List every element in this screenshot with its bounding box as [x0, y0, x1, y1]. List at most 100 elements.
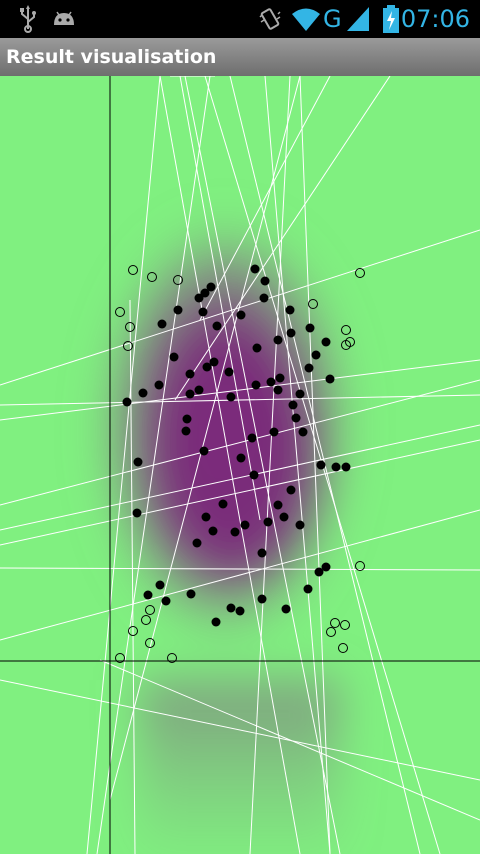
status-bar: G 07:06 — [0, 0, 480, 38]
filled-point — [285, 305, 295, 315]
filled-point — [169, 352, 179, 362]
battery-charging-icon — [383, 5, 399, 33]
filled-point — [157, 319, 167, 329]
filled-point — [235, 606, 245, 616]
separator-line — [0, 509, 480, 641]
filled-point — [230, 527, 240, 537]
filled-point — [273, 385, 283, 395]
filled-point — [224, 367, 234, 377]
filled-point — [311, 350, 321, 360]
hollow-point — [338, 643, 348, 653]
decision-tail — [140, 680, 340, 854]
hollow-point — [123, 341, 133, 351]
result-plot[interactable] — [0, 76, 480, 854]
separator-line — [0, 394, 480, 406]
hollow-point — [128, 265, 138, 275]
filled-point — [206, 282, 216, 292]
separator-line — [99, 659, 480, 821]
android-icon — [54, 11, 74, 25]
title-bar: Result visualisation — [0, 38, 480, 76]
filled-point — [298, 427, 308, 437]
filled-point — [341, 462, 351, 472]
separator-line — [264, 76, 331, 854]
filled-point — [201, 512, 211, 522]
filled-point — [295, 520, 305, 530]
filled-point — [250, 264, 260, 274]
separator-line — [0, 679, 480, 781]
separator-line — [199, 76, 331, 321]
filled-point — [263, 517, 273, 527]
separator-line — [0, 359, 480, 421]
filled-point — [194, 293, 204, 303]
separator-line — [174, 76, 391, 401]
filled-point — [208, 526, 218, 536]
filled-point — [200, 288, 210, 298]
separator-line — [0, 229, 480, 386]
filled-point — [286, 328, 296, 338]
filled-point — [185, 389, 195, 399]
filled-point — [260, 276, 270, 286]
separator-line — [159, 76, 301, 854]
filled-point — [321, 337, 331, 347]
hollow-point — [341, 340, 351, 350]
filled-point — [321, 562, 331, 572]
hollow-point — [173, 275, 183, 285]
filled-point — [173, 305, 183, 315]
separator-line — [0, 424, 480, 531]
filled-point — [273, 335, 283, 345]
filled-point — [281, 604, 291, 614]
separator-lines — [0, 76, 480, 854]
filled-point — [279, 512, 289, 522]
filled-point — [226, 603, 236, 613]
hollow-point — [125, 322, 135, 332]
separator-line — [96, 76, 211, 854]
filled-point — [273, 500, 283, 510]
usb-icon — [20, 5, 36, 33]
clock: 07:06 — [400, 5, 470, 33]
filled-point — [132, 508, 142, 518]
separator-line — [129, 299, 136, 854]
page-title: Result visualisation — [6, 46, 217, 68]
filled-point — [257, 548, 267, 558]
hollow-point — [341, 325, 351, 335]
hollow-point — [115, 307, 125, 317]
separator-line — [184, 76, 341, 854]
separator-line — [249, 76, 291, 854]
separator-line — [0, 379, 480, 506]
filled-point — [202, 362, 212, 372]
filled-point — [286, 485, 296, 495]
hollow-point — [355, 561, 365, 571]
filled-point — [247, 433, 257, 443]
separator-line — [0, 567, 480, 571]
filled-point — [143, 590, 153, 600]
separator-line — [0, 439, 480, 546]
filled-point — [291, 413, 301, 423]
filled-point — [218, 499, 228, 509]
vibrate-icon — [259, 8, 281, 30]
hollow-point — [141, 615, 151, 625]
filled-point — [288, 400, 298, 410]
filled-point — [199, 446, 209, 456]
filled-point — [192, 538, 202, 548]
network-type-label: G — [323, 5, 342, 33]
hollow-point — [326, 627, 336, 637]
filled-point — [266, 377, 276, 387]
separator-line — [86, 76, 161, 854]
hollow-point — [340, 620, 350, 630]
filled-point — [226, 392, 236, 402]
filled-point — [212, 321, 222, 331]
filled-point — [275, 373, 285, 383]
filled-point — [249, 470, 259, 480]
filled-point — [236, 453, 246, 463]
separator-line — [109, 76, 301, 801]
filled-point — [304, 363, 314, 373]
hollow-point — [145, 605, 155, 615]
filled-point — [325, 374, 335, 384]
filled-point — [181, 426, 191, 436]
filled-point — [303, 584, 313, 594]
filled-point — [211, 617, 221, 627]
hollow-point — [330, 618, 340, 628]
filled-point — [295, 389, 305, 399]
filled-point — [314, 567, 324, 577]
filled-point — [252, 343, 262, 353]
